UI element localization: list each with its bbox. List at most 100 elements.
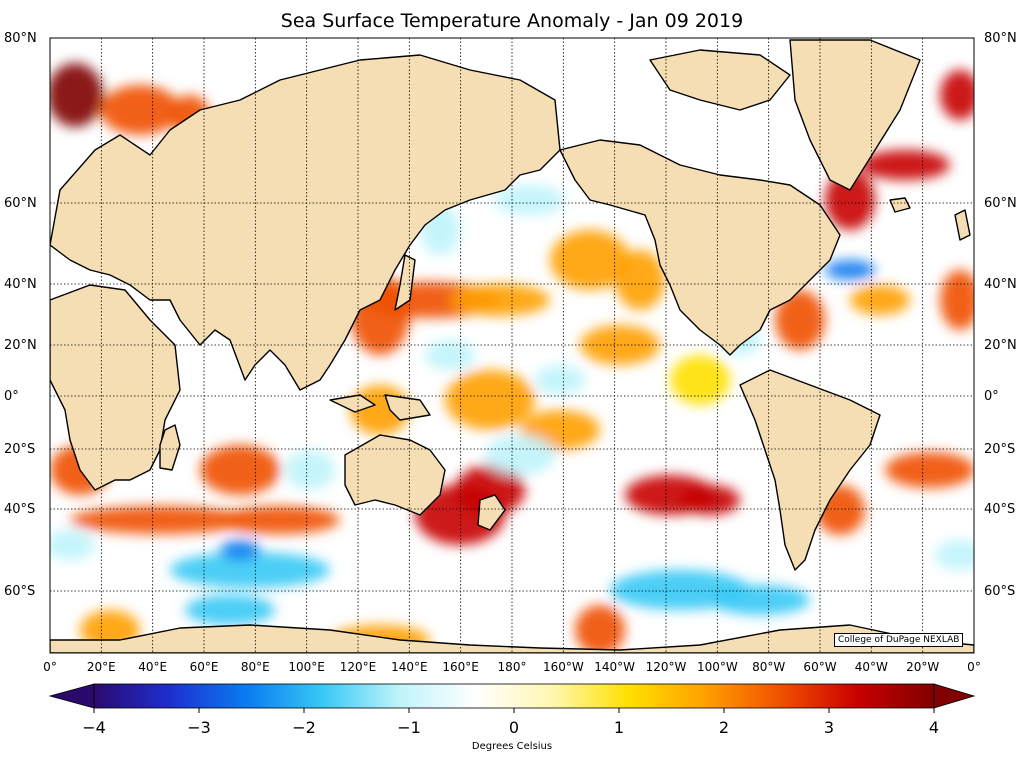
colorbar-low-arrow	[48, 683, 95, 709]
lon-label: 100°E	[288, 660, 325, 674]
colorbar-tick-label: 1	[613, 718, 625, 737]
anomaly-patch	[575, 605, 625, 653]
lon-label: 20°W	[906, 660, 940, 674]
landmass	[50, 54, 561, 391]
colorbar-tick-label: 3	[823, 718, 835, 737]
colorbar-bar	[93, 683, 935, 709]
colorbar-units-label: Degrees Celsius	[471, 741, 553, 752]
lat-label-right: 20°N	[984, 338, 1017, 353]
anomaly-patch	[100, 85, 180, 135]
lon-label: 120°W	[645, 660, 687, 674]
anomaly-patch	[940, 70, 974, 120]
lon-label: 140°W	[594, 660, 636, 674]
lat-label-right: 40°S	[984, 502, 1016, 517]
lon-label: 180°	[497, 660, 527, 674]
anomaly-patch	[220, 506, 340, 534]
anomaly-patch	[825, 170, 875, 230]
anomaly-patch	[550, 230, 630, 290]
anomaly-patch	[170, 552, 330, 588]
colorbar-tick-label: 4	[928, 718, 940, 737]
anomaly-patch	[710, 585, 810, 615]
colorbar-ticks	[93, 708, 935, 713]
colorbar-tick-label: −4	[82, 718, 106, 737]
anomaly-patch	[200, 445, 280, 495]
colorbar-tick-label: −2	[292, 718, 316, 737]
anomaly-patch	[450, 284, 550, 316]
landmass	[739, 369, 881, 571]
anomaly-patch	[935, 540, 974, 570]
landmass	[889, 197, 911, 213]
anomaly-patch	[425, 340, 475, 370]
anomaly-patch	[580, 325, 660, 365]
lat-label-left: 0°	[4, 389, 19, 404]
lon-label: 60°E	[189, 660, 219, 674]
anomaly-patch	[825, 260, 875, 280]
landmass	[477, 494, 506, 531]
colorbar-tick-label: 2	[718, 718, 730, 737]
anomaly-patch	[860, 150, 950, 180]
landmass	[159, 424, 181, 471]
landmass	[789, 39, 921, 191]
anomaly-patch	[670, 355, 730, 405]
anomaly-patch	[850, 285, 910, 315]
landmass	[344, 434, 446, 516]
lat-label-left: 20°N	[4, 338, 37, 353]
lat-label-left: 40°N	[4, 277, 37, 292]
lat-label-left: 60°S	[4, 584, 36, 599]
lon-label: 0°	[967, 660, 981, 674]
colorbar	[48, 683, 976, 713]
anomaly-patch	[885, 452, 974, 488]
anomaly-patch	[285, 450, 335, 490]
landmass	[559, 139, 841, 356]
anomaly-patch	[940, 270, 974, 330]
lon-label: 160°E	[442, 660, 479, 674]
lat-label-right: 40°N	[984, 277, 1017, 292]
lon-label: 40°E	[138, 660, 168, 674]
lon-label: 140°E	[391, 660, 428, 674]
lat-label-right: 80°N	[984, 31, 1017, 46]
lon-label: 100°W	[696, 660, 738, 674]
colorbar-high-arrow	[933, 683, 976, 709]
lon-label: 80°E	[240, 660, 270, 674]
graticule	[50, 38, 974, 653]
lon-label: 160°W	[542, 660, 584, 674]
anomaly-patch	[485, 435, 555, 475]
map-area	[50, 38, 974, 653]
anomaly-patch	[50, 63, 103, 127]
lon-label: 60°W	[803, 660, 837, 674]
anomaly-patch	[50, 530, 95, 560]
anomaly-patch	[775, 290, 825, 350]
lat-label-left: 20°S	[4, 442, 36, 457]
lon-label: 120°E	[339, 660, 377, 674]
lat-label-left: 40°S	[4, 502, 36, 517]
lat-label-right: 0°	[984, 389, 999, 404]
anomaly-field	[50, 63, 974, 653]
colorbar-tick-label: −1	[397, 718, 421, 737]
anomaly-patch	[70, 506, 250, 534]
colorbar-tick-label: 0	[508, 718, 520, 737]
lon-label: 80°W	[752, 660, 786, 674]
landmass	[394, 254, 416, 311]
map-frame	[49, 37, 975, 654]
anomaly-patch	[455, 465, 525, 515]
lat-label-left: 80°N	[4, 31, 37, 46]
credit-box: College of DuPage NEXLAB	[834, 633, 964, 647]
anomaly-patch	[495, 185, 565, 215]
anomaly-patch	[680, 485, 740, 515]
lon-label: 40°W	[854, 660, 888, 674]
lon-label: 0°	[43, 660, 57, 674]
lon-label: 20°E	[86, 660, 116, 674]
lat-label-left: 60°N	[4, 196, 37, 211]
map-title: Sea Surface Temperature Anomaly - Jan 09…	[280, 10, 744, 32]
landmass	[384, 394, 431, 421]
anomaly-patch	[185, 595, 275, 625]
landmass	[329, 394, 376, 413]
anomaly-patch	[445, 370, 535, 430]
landmass	[50, 284, 181, 491]
anomaly-patch	[615, 250, 665, 310]
anomaly-patch	[220, 540, 260, 560]
colorbar-tick-label: −3	[187, 718, 211, 737]
lat-label-right: 20°S	[984, 442, 1016, 457]
landmass	[954, 209, 971, 241]
